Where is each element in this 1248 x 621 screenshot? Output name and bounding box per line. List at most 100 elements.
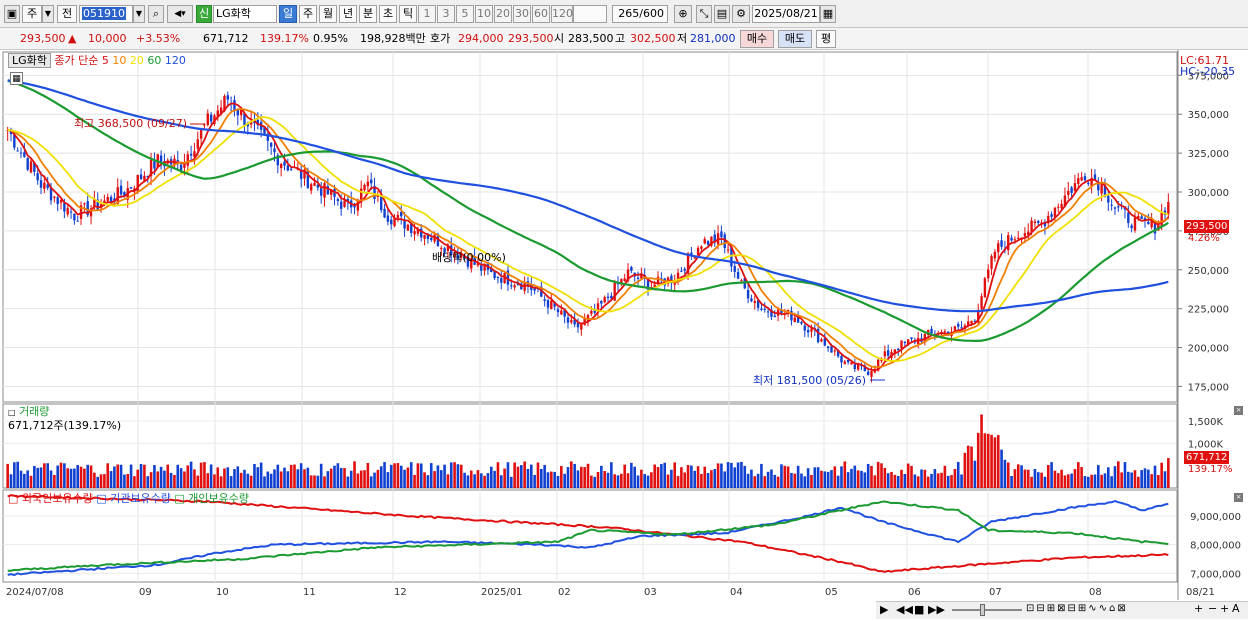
holdings-tick-label: 8,000,000 bbox=[1190, 541, 1241, 552]
low-price: 281,000 bbox=[690, 32, 736, 45]
period-tab[interactable]: 월 bbox=[319, 5, 337, 23]
date-input[interactable]: 2025/08/21 bbox=[752, 5, 820, 23]
volume-panel[interactable] bbox=[6, 414, 1170, 488]
ma-line bbox=[7, 116, 1169, 362]
candle bbox=[836, 350, 840, 357]
close-icon[interactable]: × bbox=[1234, 493, 1243, 502]
zoom-out-icon[interactable]: − bbox=[1208, 602, 1218, 615]
candle bbox=[410, 222, 413, 234]
search-icon[interactable]: ⌕ bbox=[148, 5, 164, 23]
candle bbox=[993, 251, 997, 259]
interval-tab[interactable]: 10 bbox=[475, 5, 493, 23]
fast-forward-icon[interactable]: ▶▶ bbox=[928, 603, 945, 616]
volume-bar bbox=[933, 469, 937, 488]
period-tab[interactable]: 년 bbox=[339, 5, 357, 23]
candle bbox=[553, 302, 556, 307]
volume-bar bbox=[820, 470, 823, 488]
candle bbox=[133, 188, 136, 191]
gear-icon[interactable]: ⚙ bbox=[732, 5, 750, 23]
candle bbox=[1103, 185, 1107, 197]
code-value: 051910 bbox=[82, 7, 126, 20]
candle bbox=[33, 162, 36, 172]
volume-bar bbox=[993, 437, 997, 488]
prev-button[interactable]: 전 bbox=[57, 5, 77, 23]
volume-bar bbox=[343, 468, 346, 488]
ma-legend-item: 60 bbox=[143, 54, 162, 67]
market-select[interactable]: 주 bbox=[22, 5, 42, 23]
volume-bar bbox=[433, 471, 436, 488]
chevron-down-icon[interactable]: ▼ bbox=[42, 5, 54, 23]
holdings-panel[interactable] bbox=[7, 494, 1169, 577]
period-tab[interactable]: 초 bbox=[379, 5, 397, 23]
avg-button[interactable]: 평 bbox=[816, 30, 836, 48]
drawing-tools-icon[interactable]: ⊡⊟⊞⊠⊟⊞∿∿⌂⊠ bbox=[1026, 603, 1128, 614]
candle bbox=[510, 285, 513, 287]
candle bbox=[246, 123, 250, 127]
ma-legend-item: 20 bbox=[126, 54, 144, 67]
chart-area[interactable]: 175,000200,000225,000250,000275,000300,0… bbox=[0, 50, 1248, 621]
window-icon[interactable]: ▣ bbox=[4, 5, 20, 23]
stop-icon[interactable]: ■ bbox=[914, 603, 925, 616]
volume-bar bbox=[806, 468, 810, 488]
interval-tab[interactable]: 20 bbox=[494, 5, 512, 23]
candle bbox=[1157, 223, 1160, 231]
volume-bar bbox=[753, 476, 757, 488]
period-tab[interactable]: 틱 bbox=[399, 5, 417, 23]
interval-tab[interactable]: 1 bbox=[418, 5, 436, 23]
interval-custom-select[interactable] bbox=[573, 5, 607, 23]
zoom-in-icon[interactable]: + bbox=[1194, 602, 1204, 615]
volume-bar bbox=[476, 470, 480, 488]
volume-bar bbox=[823, 471, 827, 488]
period-tab[interactable]: 분 bbox=[359, 5, 377, 23]
zoom-slider-handle[interactable] bbox=[980, 604, 985, 616]
volume-bar bbox=[763, 476, 767, 488]
count-input[interactable]: 265/600 bbox=[612, 5, 668, 23]
volume-bar bbox=[553, 471, 556, 488]
save-icon[interactable]: ▤ bbox=[714, 5, 730, 23]
candle bbox=[396, 214, 400, 218]
add-icon[interactable]: + bbox=[1220, 602, 1230, 615]
volume-bar bbox=[800, 473, 803, 488]
volume-bar bbox=[439, 470, 443, 488]
interval-tab[interactable]: 3 bbox=[437, 5, 455, 23]
code-dropdown-icon[interactable]: ▼ bbox=[133, 5, 145, 23]
volume-bar bbox=[169, 472, 173, 488]
volume-bar bbox=[429, 463, 433, 488]
interval-tab[interactable]: 30 bbox=[513, 5, 531, 23]
rewind-icon[interactable]: ◀◀ bbox=[896, 603, 913, 616]
volume-bar bbox=[16, 461, 19, 488]
candle bbox=[1023, 233, 1027, 237]
volume-bar bbox=[73, 468, 76, 488]
date-tick-label: 06 bbox=[908, 587, 921, 598]
count-max: /600 bbox=[639, 7, 664, 20]
volume-bar bbox=[219, 476, 223, 488]
volume-bar bbox=[1040, 472, 1043, 488]
interval-tab[interactable]: 60 bbox=[532, 5, 550, 23]
volume-bar bbox=[580, 466, 583, 488]
speaker-icon[interactable]: ◀▾ bbox=[167, 5, 193, 23]
high-label: 고 bbox=[615, 32, 626, 45]
sell-button[interactable]: 매도 bbox=[778, 30, 812, 48]
candle bbox=[773, 315, 776, 318]
resize-icon[interactable]: ⤡ bbox=[696, 5, 712, 23]
calendar-icon[interactable]: ▦ bbox=[820, 5, 836, 23]
interval-tab[interactable]: 120 bbox=[551, 5, 573, 23]
close-icon[interactable]: × bbox=[1234, 406, 1243, 415]
price-panel[interactable] bbox=[6, 79, 1170, 383]
volume-bar bbox=[673, 462, 677, 488]
candle bbox=[830, 346, 833, 353]
text-size-icon[interactable]: A bbox=[1232, 602, 1240, 615]
scroll-right-icon[interactable]: ▶ bbox=[880, 603, 889, 616]
table-icon[interactable]: ▦ bbox=[10, 72, 23, 85]
volume-bar bbox=[916, 476, 920, 488]
period-tab[interactable]: 일 bbox=[279, 5, 297, 23]
buy-button[interactable]: 매수 bbox=[740, 30, 774, 48]
volume-bar bbox=[1063, 475, 1067, 488]
crosshair-icon[interactable]: ⊕ bbox=[674, 5, 692, 23]
volume-panel-title[interactable]: □ 거래량 bbox=[8, 405, 49, 419]
interval-tab[interactable]: 5 bbox=[456, 5, 474, 23]
code-input[interactable]: 051910 bbox=[79, 5, 133, 23]
price-panel-title[interactable]: LG화학 bbox=[8, 53, 51, 68]
zoom-slider[interactable] bbox=[952, 609, 1022, 611]
period-tab[interactable]: 주 bbox=[299, 5, 317, 23]
